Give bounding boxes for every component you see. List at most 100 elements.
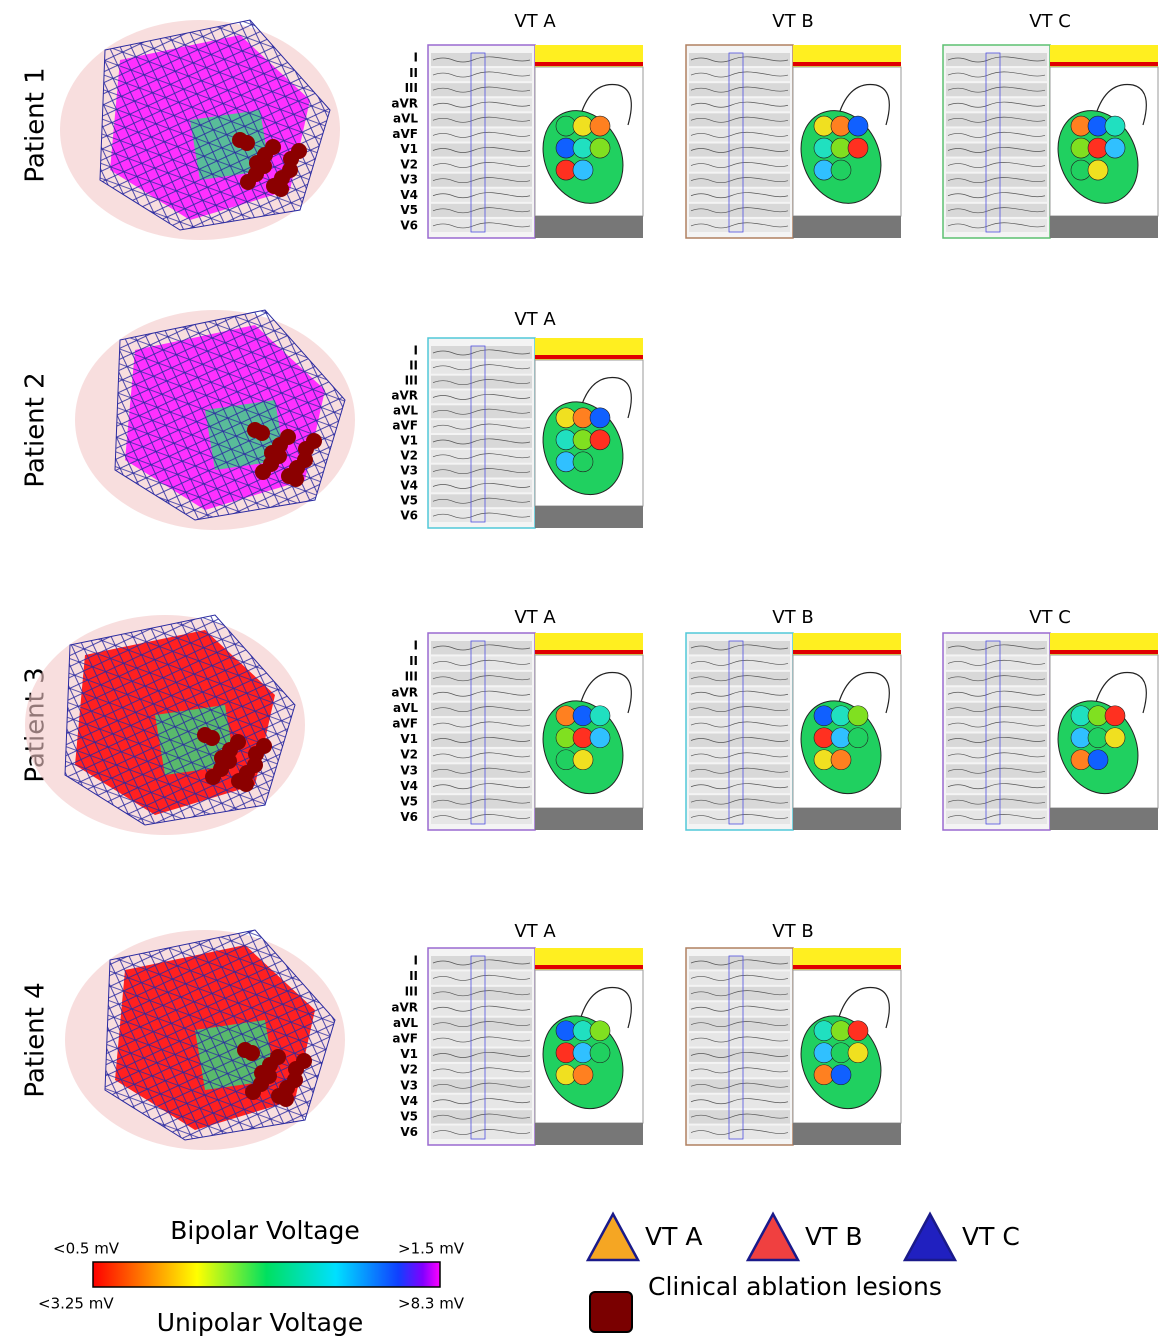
- segment: [848, 706, 868, 726]
- map-footer: [793, 808, 901, 830]
- map-footer: [535, 1123, 643, 1145]
- map-footer: [535, 808, 643, 830]
- ecg-row: [946, 764, 1047, 777]
- ecg-row: [689, 83, 790, 96]
- ecg-row: [689, 971, 790, 984]
- lead-label: aVF: [392, 717, 418, 731]
- lead-label: V1: [400, 142, 418, 156]
- lead-label: I: [414, 954, 418, 968]
- ecg-row: [431, 641, 532, 654]
- vt-title: VT A: [514, 607, 556, 628]
- map-header-red: [535, 650, 643, 654]
- ecg-row: [689, 144, 790, 157]
- ecg-row: [689, 749, 790, 762]
- ecg-row: [946, 53, 1047, 66]
- ecg-row: [431, 795, 532, 808]
- ecg-row: [431, 361, 532, 374]
- lesion: [261, 1068, 277, 1084]
- vt-marker: [905, 1214, 955, 1260]
- ecg-row: [689, 672, 790, 685]
- segment: [848, 138, 868, 158]
- ecg-row: [946, 68, 1047, 81]
- ecg-row: [946, 641, 1047, 654]
- legend-label: >8.3 mV: [398, 1295, 465, 1313]
- lesion: [239, 135, 255, 151]
- lead-label: aVF: [392, 419, 418, 433]
- ecg-row: [689, 641, 790, 654]
- vt-title: VT A: [514, 921, 556, 942]
- ecg-row: [946, 128, 1047, 141]
- lesion: [256, 738, 272, 754]
- segment: [573, 750, 593, 770]
- segment: [590, 728, 610, 748]
- vt-marker: [588, 1214, 638, 1260]
- ecg-row: [946, 734, 1047, 747]
- ecg-row: [946, 98, 1047, 111]
- segment: [590, 706, 610, 726]
- lead-label: V2: [400, 449, 418, 463]
- ecg-row: [689, 128, 790, 141]
- ecg-row: [431, 219, 532, 232]
- ecg-row: [946, 718, 1047, 731]
- segment: [848, 1043, 868, 1063]
- ecg-row: [431, 734, 532, 747]
- lesion: [254, 425, 270, 441]
- map-header-red: [793, 62, 901, 66]
- map-footer: [1050, 808, 1158, 830]
- lead-label: aVL: [393, 1016, 418, 1030]
- lead-label: III: [405, 985, 418, 999]
- segment: [1105, 116, 1125, 136]
- ecg-row: [431, 509, 532, 522]
- lead-label: aVL: [393, 701, 418, 715]
- ecg-row: [431, 1095, 532, 1108]
- lead-label: V5: [400, 795, 418, 809]
- map-footer: [535, 216, 643, 238]
- ecg-row: [689, 219, 790, 232]
- ecg-row: [431, 1002, 532, 1015]
- lesion: [247, 757, 263, 773]
- lead-label: V6: [400, 509, 418, 523]
- ecg-row: [689, 687, 790, 700]
- lesion: [204, 730, 220, 746]
- segment: [831, 1065, 851, 1085]
- lead-label: V2: [400, 157, 418, 171]
- segment: [848, 728, 868, 748]
- lesion: [230, 734, 246, 750]
- lead-label: III: [405, 81, 418, 95]
- segment: [573, 160, 593, 180]
- ecg-row: [689, 795, 790, 808]
- lesion: [297, 452, 313, 468]
- ecg-row: [689, 956, 790, 969]
- map-footer: [535, 506, 643, 528]
- ecg-row: [946, 83, 1047, 96]
- ecg-row: [946, 219, 1047, 232]
- vt-title: VT C: [1029, 607, 1071, 628]
- lesion-marker: [590, 1292, 632, 1332]
- vt-title: VT C: [1029, 11, 1071, 32]
- lead-label: I: [414, 344, 418, 358]
- ecg-row: [689, 811, 790, 824]
- lead-label: V1: [400, 732, 418, 746]
- map-header-red: [793, 650, 901, 654]
- ecg-row: [689, 1095, 790, 1108]
- lead-label: V5: [400, 1110, 418, 1124]
- lead-label: aVF: [392, 127, 418, 141]
- lead-label: aVR: [391, 1000, 418, 1014]
- ecg-row: [689, 53, 790, 66]
- patient-label: Patient 1: [21, 67, 51, 182]
- ecg-row: [431, 971, 532, 984]
- lead-label: V5: [400, 494, 418, 508]
- lead-label: V2: [400, 748, 418, 762]
- map-header-red: [1050, 650, 1158, 654]
- ecg-row: [431, 113, 532, 126]
- lesion: [282, 162, 298, 178]
- lead-label: aVR: [391, 96, 418, 110]
- lesion: [280, 429, 296, 445]
- ecg-row: [431, 687, 532, 700]
- ecg-row: [689, 764, 790, 777]
- ecg-row: [431, 703, 532, 716]
- vt-title: VT B: [772, 11, 813, 32]
- lead-label: II: [409, 969, 418, 983]
- vt-title: VT B: [772, 607, 813, 628]
- ecg-row: [689, 703, 790, 716]
